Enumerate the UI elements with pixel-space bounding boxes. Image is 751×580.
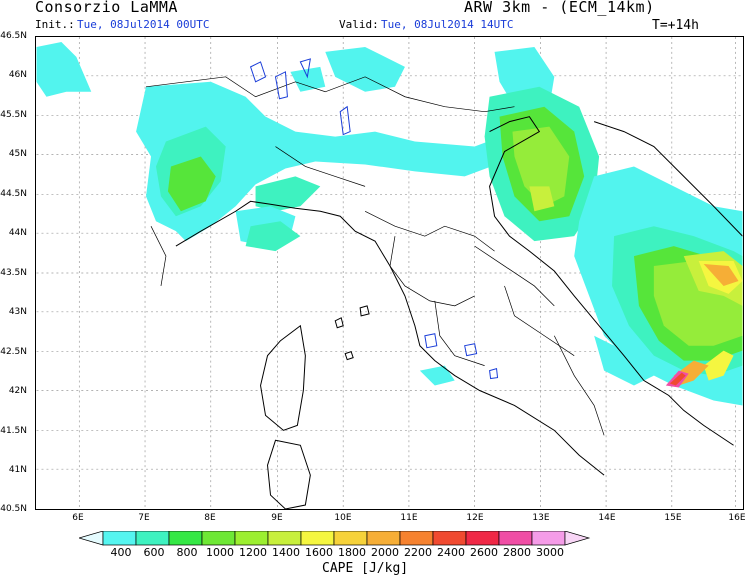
lon-label: 8E <box>204 513 216 523</box>
valid-time: Tue, 08Jul2014 14UTC <box>381 18 514 31</box>
colorbar-level: 2000 <box>371 546 399 559</box>
colorbar-cell <box>498 531 533 546</box>
colorbar-level: 2400 <box>437 546 465 559</box>
cape-map <box>35 36 744 510</box>
lat-label: 41N <box>8 465 27 475</box>
lat-label: 43N <box>8 307 27 317</box>
lon-label: 14E <box>598 513 616 523</box>
lon-label: 7E <box>138 513 150 523</box>
lat-label: 45.5N <box>0 110 27 120</box>
colorbar-level: 1000 <box>206 546 234 559</box>
colorbar-cap-high <box>564 531 591 546</box>
colorbar-cell <box>531 531 566 546</box>
colorbar-cell <box>333 531 368 546</box>
colorbar-cell <box>234 531 269 546</box>
lon-label: 12E <box>466 513 484 523</box>
lat-label: 45N <box>8 149 27 159</box>
lon-label: 16E <box>728 513 746 523</box>
colorbar-level: 800 <box>176 546 198 559</box>
lat-label: 42N <box>8 386 27 396</box>
valid-label: Valid: <box>339 18 379 31</box>
lon-label: 10E <box>334 513 352 523</box>
colorbar <box>79 531 591 546</box>
colorbar-cell <box>366 531 401 546</box>
lat-label: 44.5N <box>0 189 27 199</box>
colorbar-cell <box>399 531 434 546</box>
lat-label: 43.5N <box>0 268 27 278</box>
lon-label: 13E <box>532 513 550 523</box>
borders <box>145 76 605 436</box>
colorbar-level: 2200 <box>404 546 432 559</box>
colorbar-level: 600 <box>143 546 165 559</box>
colorbar-level: 2600 <box>470 546 498 559</box>
colorbar-cap-low <box>79 531 104 546</box>
lakes <box>249 58 499 380</box>
colorbar-cell <box>168 531 203 546</box>
colorbar-level: 1600 <box>305 546 333 559</box>
colorbar-level: 400 <box>110 546 132 559</box>
colorbar-level: 1800 <box>338 546 366 559</box>
colorbar-cell <box>201 531 236 546</box>
lat-label: 46N <box>8 70 27 80</box>
lead-time: T=+14h <box>652 18 699 33</box>
colorbar-level: 1400 <box>272 546 300 559</box>
colorbar-cell <box>267 531 302 546</box>
colorbar-cell <box>300 531 335 546</box>
lon-label: 6E <box>72 513 84 523</box>
colorbar-level: 2800 <box>503 546 531 559</box>
colorbar-title: CAPE [J/kg] <box>322 561 409 576</box>
colorbar-level: 1200 <box>239 546 267 559</box>
lat-label: 44N <box>8 228 27 238</box>
colorbar-level: 3000 <box>536 546 564 559</box>
model-title: ARW 3km - (ECM_14km) <box>464 0 655 16</box>
organization-title: Consorzio LaMMA <box>35 0 178 16</box>
colorbar-cell <box>432 531 467 546</box>
lon-label: 15E <box>664 513 682 523</box>
lon-label: 11E <box>400 513 418 523</box>
colorbar-cell <box>102 531 137 546</box>
lat-label: 41.5N <box>0 426 27 436</box>
colorbar-cell <box>135 531 170 546</box>
lat-label: 46.5N <box>0 31 27 41</box>
colorbar-cell <box>465 531 500 546</box>
lat-label: 42.5N <box>0 347 27 357</box>
coastlines <box>175 116 743 509</box>
init-time: Tue, 08Jul2014 00UTC <box>77 18 210 31</box>
lat-label: 40.5N <box>0 504 27 514</box>
lon-label: 9E <box>271 513 283 523</box>
init-label: Init.: <box>35 18 75 31</box>
